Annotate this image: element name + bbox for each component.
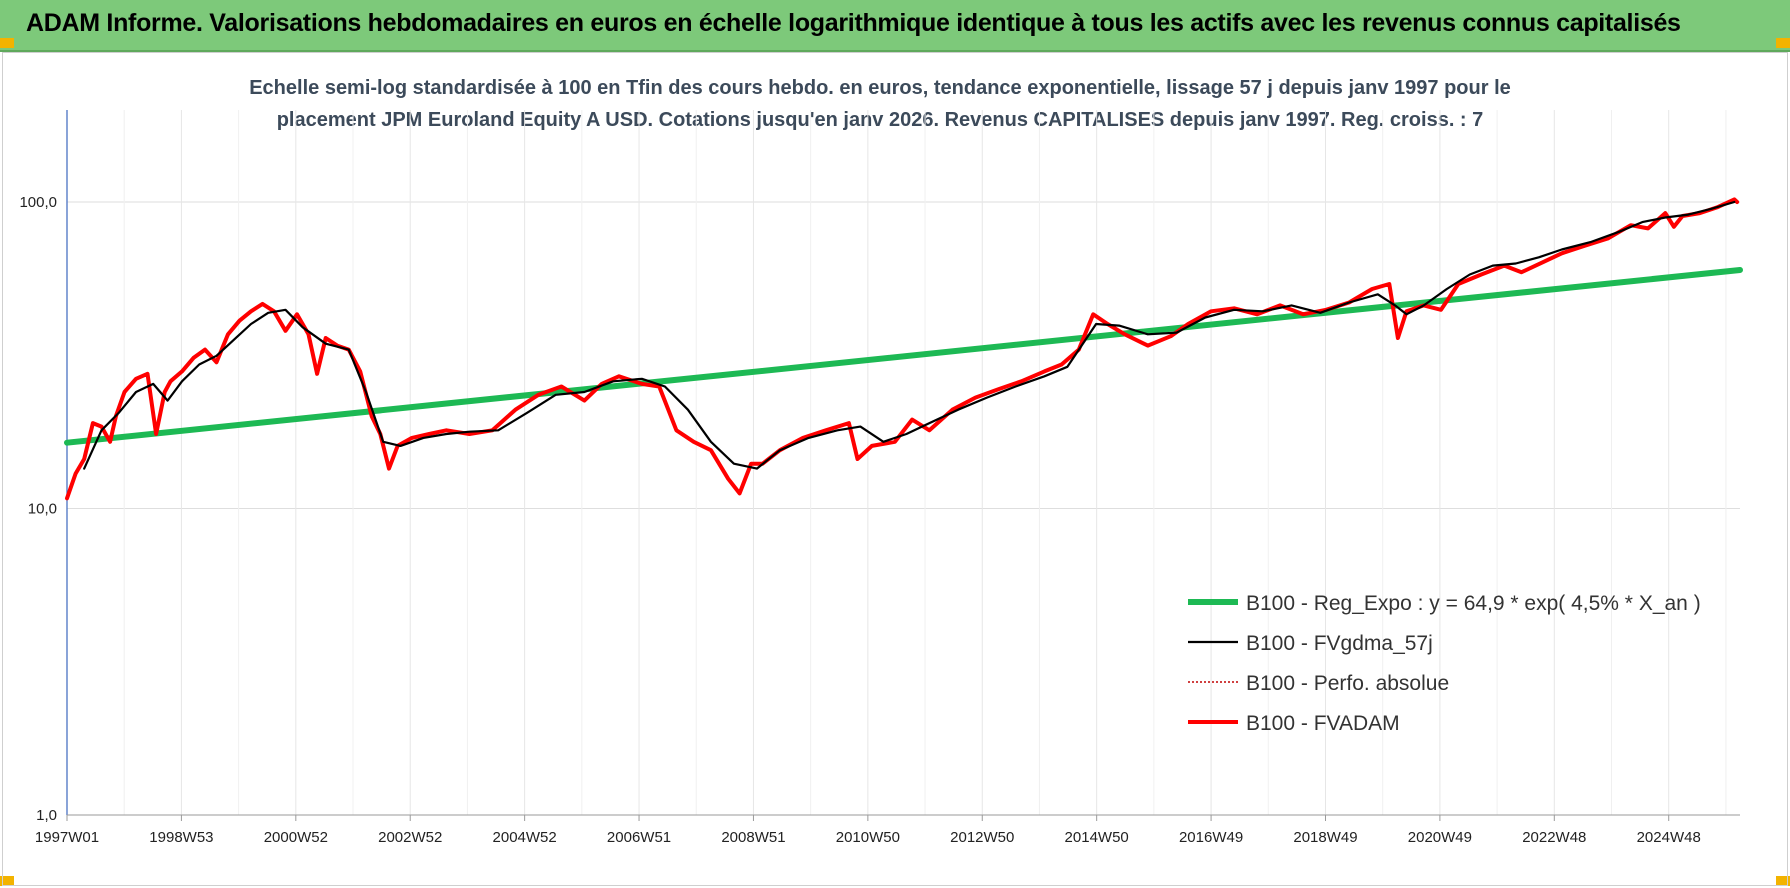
x-tick-labels: 1997W01 1998W53 2000W52 2002W52 2004W52 2006W… — [35, 829, 1701, 846]
subtitle-line-1: Echelle semi-log standardisée à 100 en T… — [249, 77, 1511, 99]
x-tick-label: 2024W48 — [1637, 829, 1701, 846]
y-tick-label: 10,0 — [28, 501, 57, 518]
corner-marker-left — [0, 38, 14, 48]
x-tick-label: 2006W51 — [607, 829, 671, 846]
legend-entry-label: B100 - Reg_Expo : y = 64,9 * exp( 4,5% *… — [1246, 592, 1701, 615]
corner-marker-bottom-left — [0, 876, 14, 886]
x-tick-label: 2000W52 — [264, 829, 328, 846]
series-layer — [64, 197, 1743, 501]
legend: B100 - Reg_Expo : y = 64,9 * exp( 4,5% *… — [1188, 592, 1701, 735]
y-tick-label: 1,0 — [36, 807, 57, 824]
subtitle-line-2: placement JPM Euroland Equity A USD. Cot… — [276, 109, 1484, 131]
x-tick-label: 2014W50 — [1065, 829, 1129, 846]
legend-entry-label: B100 - FVgdma_57j — [1246, 632, 1433, 655]
x-tick-label: 2010W50 — [836, 829, 900, 846]
x-tick-label: 1998W53 — [149, 829, 213, 846]
x-tick-label: 2022W48 — [1522, 829, 1586, 846]
title-banner: ADAM Informe. Valorisations hebdomadaire… — [0, 0, 1790, 52]
x-tick-label: 2012W50 — [950, 829, 1014, 846]
series-line-fvadam — [65, 197, 1740, 501]
y-tick-labels: 1,0 10,0 100,0 — [19, 194, 57, 824]
legend-entry-label: B100 - FVADAM — [1246, 712, 1400, 735]
x-tick-label: 2016W49 — [1179, 829, 1243, 846]
x-tick-label: 2020W49 — [1408, 829, 1472, 846]
x-tick-label: 2008W51 — [721, 829, 785, 846]
x-tick-label: 2018W49 — [1293, 829, 1357, 846]
corner-marker-right — [1776, 38, 1790, 48]
x-tick-label: 1997W01 — [35, 829, 99, 846]
chart-subtitle: Echelle semi-log standardisée à 100 en T… — [180, 72, 1580, 136]
legend-entry-label: B100 - Perfo. absolue — [1246, 672, 1449, 695]
x-tick-label: 2004W52 — [493, 829, 557, 846]
report-title: ADAM Informe. Valorisations hebdomadaire… — [26, 9, 1681, 37]
gridlines — [66, 110, 1740, 816]
series-line-fvgdma — [83, 200, 1736, 470]
chart-frame — [2, 52, 1788, 886]
axes — [66, 110, 1740, 821]
corner-marker-bottom-right — [1776, 876, 1790, 886]
series-line-regression — [64, 267, 1743, 446]
y-tick-label: 100,0 — [19, 194, 57, 211]
x-tick-label: 2002W52 — [378, 829, 442, 846]
